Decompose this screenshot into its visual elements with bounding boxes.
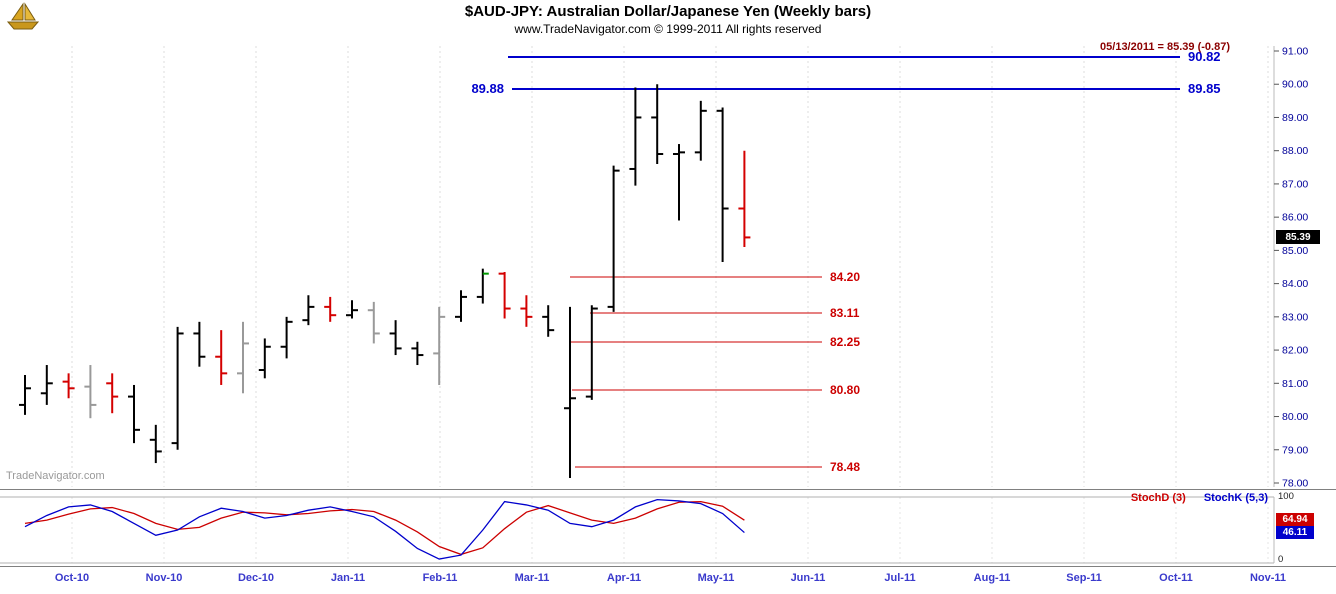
ohlc-bar bbox=[258, 338, 271, 379]
ohlc-bar bbox=[542, 305, 555, 337]
ohlc-bar bbox=[607, 165, 620, 312]
ohlc-bar bbox=[433, 306, 446, 385]
ohlc-bar bbox=[716, 107, 729, 263]
ohlc-bar bbox=[651, 84, 664, 164]
ohlc-bar bbox=[215, 330, 228, 385]
ohlc-bar bbox=[324, 296, 337, 322]
stochd-legend-label: StochD (3) bbox=[1130, 492, 1186, 504]
price-axis-label: 91.00 bbox=[1282, 46, 1308, 58]
ohlc-bar bbox=[498, 271, 511, 319]
level-label-left: 89.88 bbox=[471, 81, 504, 96]
ohlc-bar bbox=[171, 326, 184, 450]
month-label: Aug-11 bbox=[974, 572, 1011, 584]
month-label: Nov-11 bbox=[1250, 572, 1286, 584]
price-axis-label: 85.00 bbox=[1282, 245, 1308, 257]
stochk-value-badge: 46.11 bbox=[1276, 526, 1314, 539]
ohlc-bar bbox=[19, 375, 31, 415]
month-label: Jan-11 bbox=[331, 572, 365, 584]
ohlc-bar bbox=[389, 320, 402, 356]
trade-navigator-logo-icon bbox=[4, 2, 42, 37]
ohlc-bar bbox=[128, 384, 140, 444]
month-label: Oct-10 bbox=[55, 572, 89, 584]
ohlc-bar bbox=[40, 365, 53, 405]
price-axis-label: 78.00 bbox=[1282, 478, 1308, 490]
stochd-line bbox=[24, 500, 745, 556]
ohlc-bar bbox=[455, 290, 467, 322]
stochk-legend-label: StochK (5,3) bbox=[1203, 492, 1268, 504]
date-value-annotation: 05/13/2011 = 85.39 (-0.87) bbox=[1100, 41, 1230, 53]
month-label: May-11 bbox=[698, 572, 735, 584]
ohlc-bar bbox=[476, 268, 489, 304]
stoch-axis-top-label: 100 bbox=[1278, 491, 1294, 502]
chart-subtitle: www.TradeNavigator.com © 1999-2011 All r… bbox=[514, 22, 822, 36]
ohlc-bar bbox=[411, 341, 424, 366]
price-axis-label: 80.00 bbox=[1282, 411, 1308, 423]
price-axis-label: 89.00 bbox=[1282, 112, 1308, 124]
stochk-line bbox=[24, 498, 745, 560]
ohlc-bar bbox=[367, 301, 380, 344]
ohlc-bar bbox=[629, 87, 642, 186]
level-label: 90.82 bbox=[1188, 49, 1221, 64]
month-label: Jul-11 bbox=[884, 572, 915, 584]
price-axis-label: 81.00 bbox=[1282, 378, 1308, 390]
price-axis-label: 90.00 bbox=[1282, 79, 1308, 91]
level-label: 84.20 bbox=[830, 270, 860, 284]
month-label: Apr-11 bbox=[607, 572, 641, 584]
month-label: Nov-10 bbox=[146, 572, 183, 584]
price-axis-label: 84.00 bbox=[1282, 278, 1308, 290]
level-label: 82.25 bbox=[830, 335, 860, 349]
ohlc-bar bbox=[62, 373, 75, 399]
month-label: Jun-11 bbox=[791, 572, 826, 584]
level-label: 80.80 bbox=[830, 383, 860, 397]
price-axis-label: 86.00 bbox=[1282, 212, 1308, 224]
chart-title: $AUD-JPY: Australian Dollar/Japanese Yen… bbox=[464, 3, 872, 20]
month-label: Oct-11 bbox=[1159, 572, 1193, 584]
month-label: Dec-10 bbox=[238, 572, 274, 584]
ohlc-bar bbox=[585, 305, 598, 400]
ohlc-bar bbox=[280, 316, 293, 359]
ohlc-bar bbox=[84, 365, 97, 419]
stoch-axis-bottom-label: 0 bbox=[1278, 554, 1284, 565]
month-label: Mar-11 bbox=[515, 572, 550, 584]
ohlc-bar bbox=[346, 300, 358, 319]
ohlc-bar bbox=[302, 295, 315, 326]
ohlc-bar bbox=[673, 144, 685, 221]
ohlc-bar bbox=[237, 321, 249, 394]
price-axis-label: 83.00 bbox=[1282, 311, 1308, 323]
stochd-value-badge: 64.94 bbox=[1276, 513, 1314, 526]
watermark: TradeNavigator.com bbox=[6, 470, 105, 482]
price-axis-label: 87.00 bbox=[1282, 178, 1308, 190]
month-label: Feb-11 bbox=[423, 572, 458, 584]
ohlc-bar bbox=[149, 424, 162, 464]
ohlc-bar bbox=[694, 100, 707, 161]
ohlc-bar bbox=[106, 373, 119, 414]
price-axis-label: 88.00 bbox=[1282, 145, 1308, 157]
ohlc-bar bbox=[564, 306, 576, 479]
level-label: 78.48 bbox=[830, 460, 860, 474]
price-axis-label: 82.00 bbox=[1282, 345, 1308, 357]
ohlc-bar bbox=[520, 295, 533, 327]
ohlc-bar bbox=[193, 321, 206, 367]
level-label: 83.11 bbox=[830, 306, 860, 320]
level-label: 89.85 bbox=[1188, 81, 1221, 96]
month-label: Sep-11 bbox=[1066, 572, 1101, 584]
price-axis-label: 79.00 bbox=[1282, 444, 1308, 456]
last-price-badge: 85.39 bbox=[1276, 230, 1320, 244]
ohlc-bar bbox=[738, 150, 751, 248]
stoch-legend: StochD (3) StochK (5,3) bbox=[1131, 492, 1268, 504]
